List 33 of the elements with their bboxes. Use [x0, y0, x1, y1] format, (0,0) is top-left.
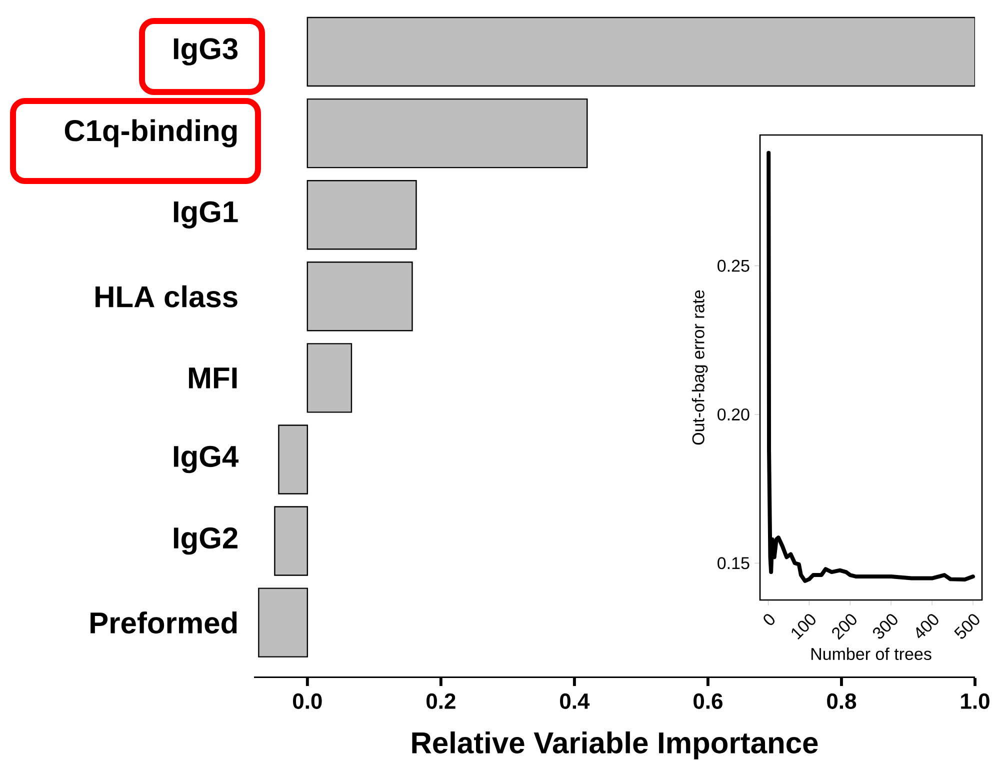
- y-tick-label: 0.25: [718, 260, 750, 272]
- y-tick-label: 0.15: [718, 557, 750, 570]
- x-tick-label: 0.0: [292, 693, 322, 709]
- y-tick-label: 0.20: [718, 408, 750, 420]
- x-tick-label: 0.6: [694, 693, 722, 709]
- x-tick-label: 0: [764, 614, 775, 625]
- x-tick-label: 500: [954, 614, 980, 639]
- bar: [306, 180, 417, 250]
- bar: [258, 588, 308, 658]
- y-axis-title: Out-of-bag error rate: [692, 290, 708, 445]
- x-tick-label: 0.4: [560, 693, 590, 709]
- y-tick-label: Preformed: [90, 612, 237, 634]
- x-tick-label: 100: [792, 614, 816, 640]
- x-axis-title: Relative Variable Importance: [412, 731, 818, 760]
- y-tick-label: IgG2: [174, 527, 238, 555]
- x-tick-label: 300: [872, 614, 898, 639]
- x-tick-label: 0.2: [426, 693, 456, 709]
- bar: [278, 424, 308, 494]
- y-tick-label: IgG3: [174, 38, 238, 66]
- x-tick-label: 0.8: [827, 693, 856, 709]
- x-tick-label: 200: [832, 614, 856, 640]
- bar: [306, 343, 352, 413]
- y-tick-label: C1q-binding: [64, 119, 237, 148]
- bar: [306, 262, 413, 332]
- y-tick-label: IgG1: [174, 201, 238, 229]
- x-tick-label: 1.0: [961, 693, 990, 709]
- x-tick-label: 400: [916, 614, 938, 638]
- bar: [306, 98, 588, 168]
- y-tick-label: HLA class: [96, 285, 238, 308]
- bar: [274, 506, 308, 576]
- y-tick-label: IgG4: [174, 446, 238, 474]
- x-axis-title: Number of trees: [811, 648, 932, 660]
- y-tick-label: MFI: [188, 368, 237, 388]
